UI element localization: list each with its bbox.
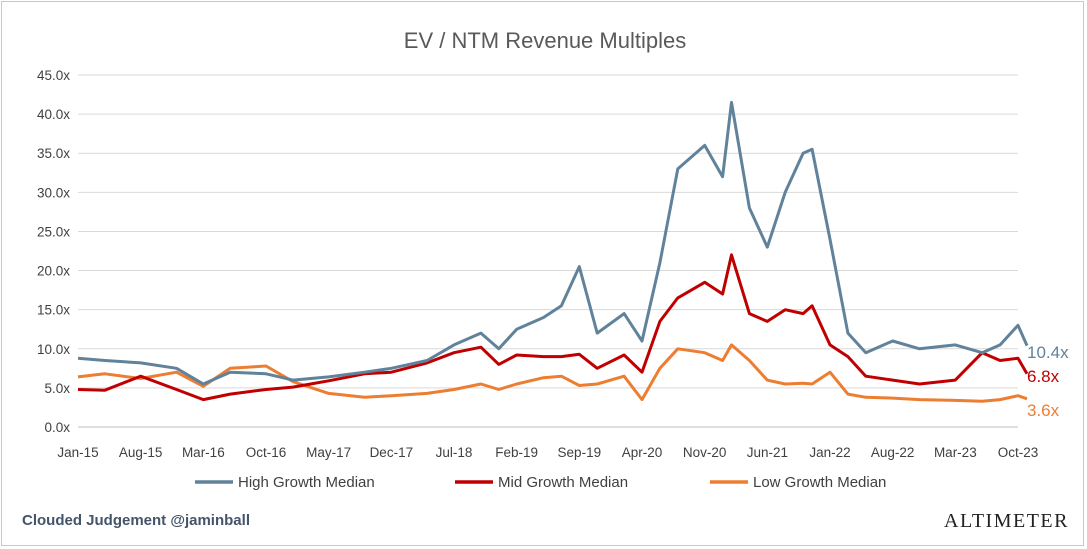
x-tick-label: Feb-19 <box>495 445 538 460</box>
x-tick-label: Oct-16 <box>246 445 287 460</box>
y-tick-label: 10.0x <box>37 342 70 357</box>
y-tick-label: 45.0x <box>37 68 70 83</box>
x-tick-label: Jan-22 <box>809 445 850 460</box>
x-tick-label: Mar-16 <box>182 445 225 460</box>
source-label: Clouded Judgement @jaminball <box>22 512 250 529</box>
gridlines <box>78 74 1018 428</box>
series-lines <box>77 100 1029 403</box>
chart-title: EV / NTM Revenue Multiples <box>404 28 686 53</box>
y-tick-label: 5.0x <box>44 381 70 396</box>
y-tick-label: 15.0x <box>37 303 70 318</box>
legend-label: High Growth Median <box>238 474 375 491</box>
x-tick-label: May-17 <box>306 445 351 460</box>
x-tick-label: Sep-19 <box>558 445 602 460</box>
x-tick-label: Dec-17 <box>370 445 414 460</box>
brand-text: Altimeter <box>944 510 1069 532</box>
x-tick-label: Nov-20 <box>683 445 727 460</box>
legend: High Growth Median Mid Growth Median Low G… <box>195 474 886 491</box>
y-tick-label: 0.0x <box>44 420 70 435</box>
end-label: 10.4x <box>1027 343 1069 362</box>
legend-label: Low Growth Median <box>753 474 886 491</box>
y-tick-label: 20.0x <box>37 264 70 279</box>
x-tick-label: Jan-15 <box>57 445 98 460</box>
y-tick-label: 40.0x <box>37 107 70 122</box>
x-tick-label: Mar-23 <box>934 445 977 460</box>
x-axis: Jan-15 Aug-15 Mar-16 Oct-16 May-17 Dec-17 Jul-… <box>57 445 1038 460</box>
y-tick-label: 25.0x <box>37 224 70 239</box>
x-tick-label: Jul-18 <box>436 445 473 460</box>
x-tick-label: Aug-22 <box>871 445 915 460</box>
x-tick-label: Apr-20 <box>622 445 663 460</box>
series-line <box>77 343 1028 403</box>
x-tick-label: Jun-21 <box>747 445 788 460</box>
brand-logo: Altimeter <box>944 510 1069 533</box>
series-line <box>77 253 1029 402</box>
legend-label: Mid Growth Median <box>498 474 628 491</box>
y-axis: 0.0x 5.0x 10.0x 15.0x 20.0x 25.0x 30.0x 35.0x 40… <box>37 68 70 435</box>
x-tick-label: Aug-15 <box>119 445 163 460</box>
y-tick-label: 30.0x <box>37 185 70 200</box>
end-label: 3.6x <box>1027 401 1060 420</box>
y-tick-label: 35.0x <box>37 146 70 161</box>
end-label: 6.8x <box>1027 367 1060 386</box>
x-tick-label: Oct-23 <box>998 445 1039 460</box>
series-line <box>77 100 1029 386</box>
end-labels: 3.6x 6.8x 10.4x <box>1027 343 1069 420</box>
